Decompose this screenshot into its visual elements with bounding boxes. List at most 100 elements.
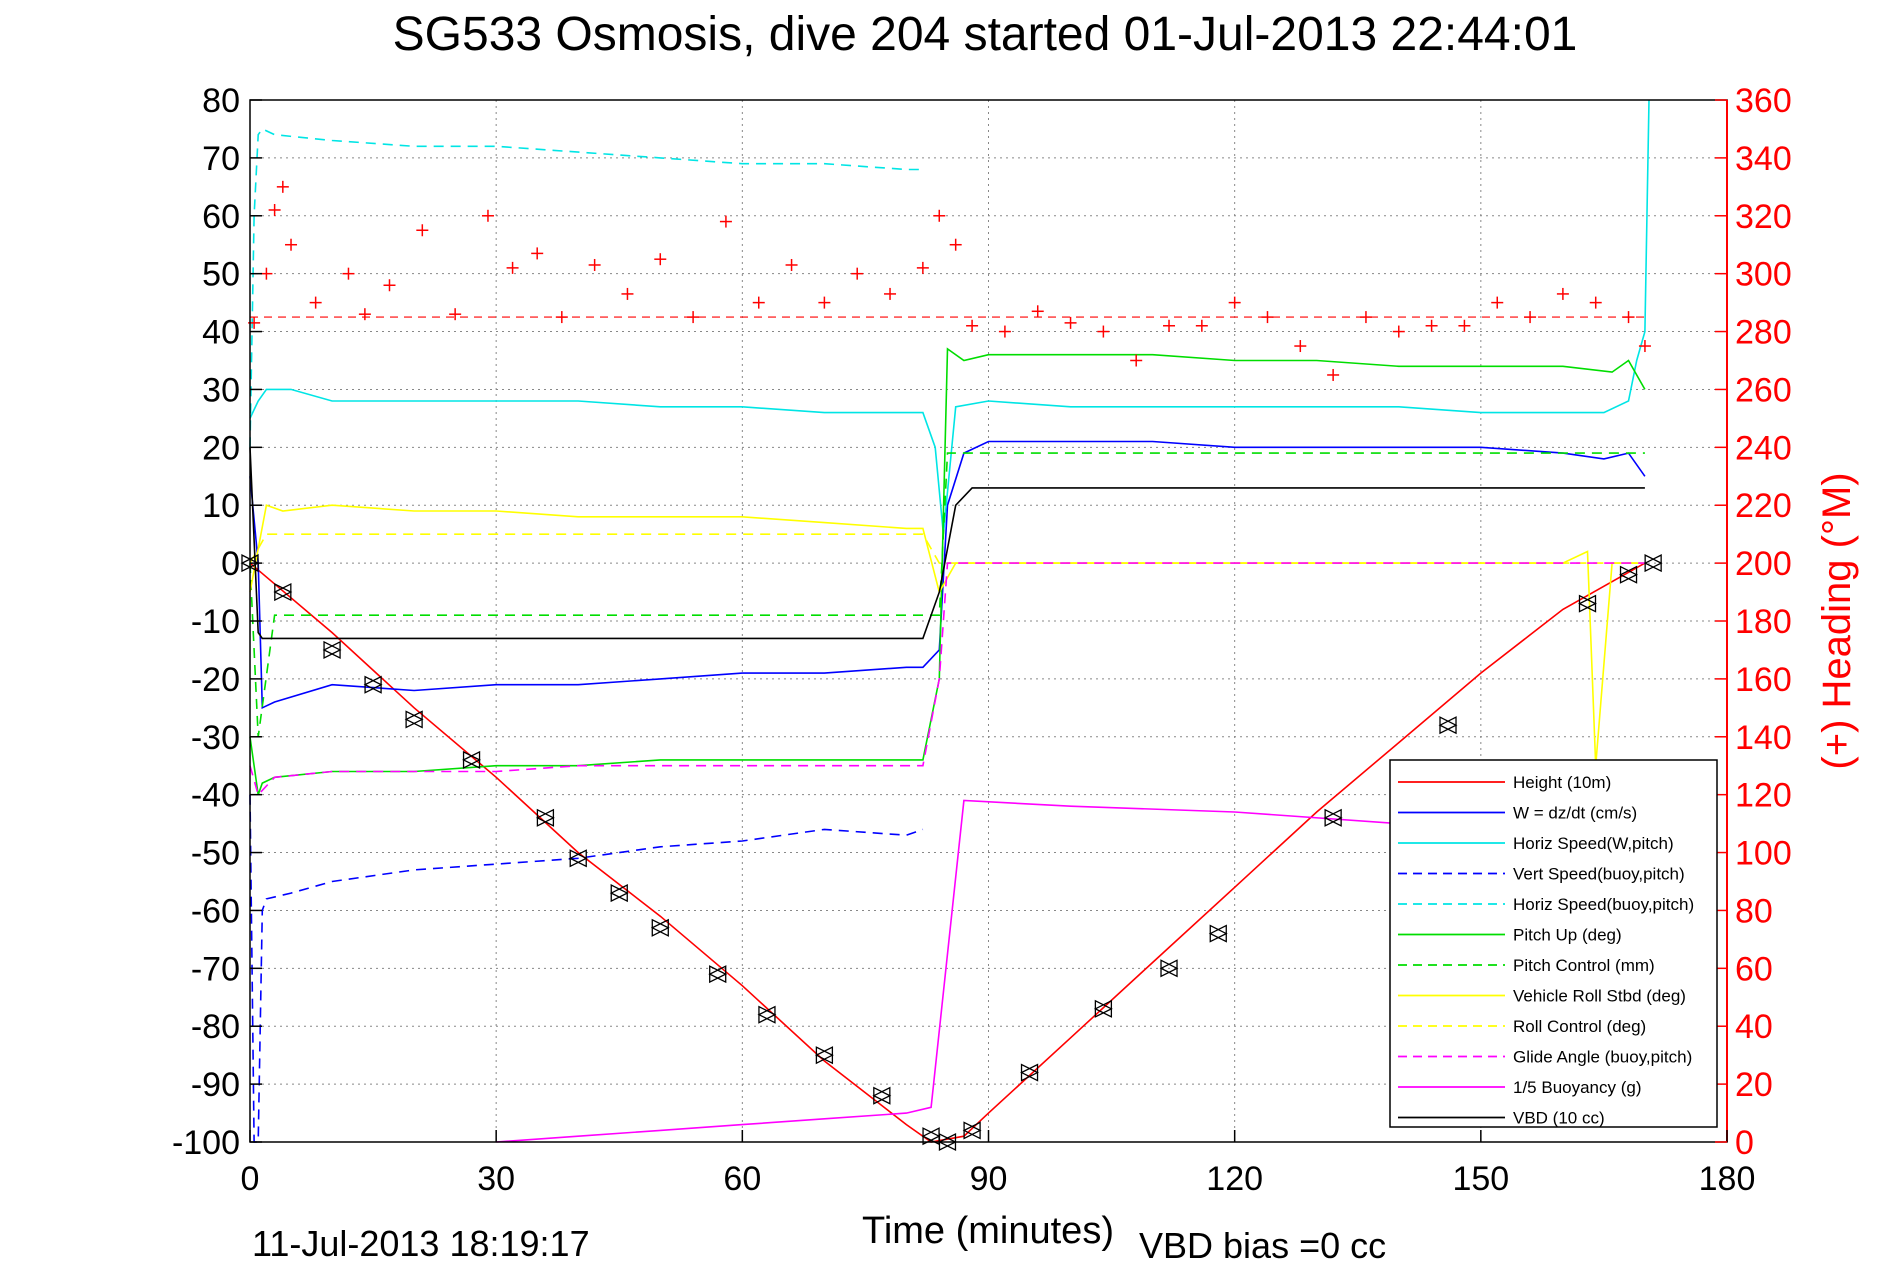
- legend-label: Roll Control (deg): [1513, 1017, 1646, 1036]
- heading-point: [268, 203, 281, 216]
- right-y-tick-label: 200: [1735, 545, 1792, 583]
- heading-point: [1228, 296, 1241, 309]
- right-y-tick-label: 40: [1735, 1008, 1773, 1046]
- right-y-tick-label: 220: [1735, 487, 1792, 525]
- depth-marker: [568, 849, 588, 868]
- right-y-tick-label: 60: [1735, 950, 1773, 988]
- y-tick-label: -10: [191, 603, 240, 641]
- legend-label: Vehicle Roll Stbd (deg): [1513, 987, 1686, 1006]
- right-y-tick-label: 80: [1735, 892, 1773, 930]
- legend-label: Horiz Speed(buoy,pitch): [1513, 895, 1694, 914]
- heading-point: [1130, 354, 1143, 367]
- right-y-tick-label: 320: [1735, 198, 1792, 236]
- depth-marker: [462, 750, 482, 769]
- heading-point: [621, 287, 634, 300]
- x-tick-label: 0: [241, 1160, 260, 1198]
- right-y-tick-label: 300: [1735, 256, 1792, 294]
- heading-point: [1524, 311, 1537, 324]
- x-tick-label: 30: [477, 1160, 515, 1198]
- right-y-tick-label: 240: [1735, 429, 1792, 467]
- heading-point: [276, 180, 289, 193]
- heading-point: [1458, 319, 1471, 332]
- heading-point: [555, 311, 568, 324]
- depth-marker: [1208, 924, 1228, 943]
- depth-marker: [1093, 999, 1113, 1018]
- heading-point: [1031, 305, 1044, 318]
- depth-marker: [757, 1005, 777, 1024]
- heading-point: [949, 238, 962, 251]
- heading-point: [687, 311, 700, 324]
- heading-point: [1622, 311, 1635, 324]
- heading-point: [966, 319, 979, 332]
- heading-point: [383, 279, 396, 292]
- depth-marker: [1159, 959, 1179, 978]
- depth-marker: [1020, 1063, 1039, 1082]
- y-tick-label: 60: [202, 198, 240, 236]
- footer-vbd-bias: VBD bias =0 cc: [1139, 1225, 1386, 1262]
- heading-point: [1064, 316, 1077, 329]
- heading-point: [1392, 325, 1405, 338]
- right-y-axis-label: (+) Heading (°M): [1815, 472, 1859, 769]
- heading-point: [588, 258, 601, 271]
- y-tick-label: 30: [202, 371, 240, 409]
- depth-marker: [1643, 554, 1663, 573]
- depth-marker: [363, 675, 383, 694]
- x-axis-ticks: 0 30 60 90 120 150 180: [241, 1130, 1756, 1198]
- depth-marker: [872, 1086, 892, 1105]
- right-y-tick-label: 340: [1735, 140, 1792, 178]
- series-layer: [249, 99, 1650, 1143]
- legend-label: VBD (10 cc): [1513, 1109, 1605, 1128]
- heading-point: [260, 267, 273, 280]
- depth-marker: [814, 1046, 834, 1065]
- heading-point: [1294, 340, 1307, 353]
- right-y-axis-ticks: 3603403203002802602402202001801601401201…: [1715, 82, 1792, 1162]
- y-tick-label: -60: [191, 892, 240, 930]
- x-tick-label: 150: [1452, 1160, 1509, 1198]
- depth-marker: [322, 640, 342, 659]
- heading-point: [416, 224, 429, 237]
- heading-point: [654, 253, 667, 266]
- right-y-tick-label: 20: [1735, 1066, 1773, 1104]
- y-tick-label: 20: [202, 429, 240, 467]
- heading-point: [818, 296, 831, 309]
- y-tick-label: -30: [191, 719, 240, 757]
- heading-point: [1163, 319, 1176, 332]
- y-tick-label: 0: [221, 545, 240, 583]
- heading-point: [1097, 325, 1110, 338]
- depth-marker: [535, 808, 555, 827]
- y-tick-label: 80: [202, 82, 240, 120]
- heading-point: [884, 287, 897, 300]
- chart-title: SG533 Osmosis, dive 204 started 01-Jul-2…: [393, 8, 1578, 61]
- y-tick-label: 10: [202, 487, 240, 525]
- x-tick-label: 60: [723, 1160, 761, 1198]
- heading-point: [1491, 296, 1504, 309]
- heading-point: [449, 308, 462, 321]
- y-tick-label: -80: [191, 1008, 240, 1046]
- legend-entries: Height (10m) W = dz/dt (cm/s) Horiz Speed(…: [1398, 773, 1694, 1128]
- y-tick-label: 50: [202, 256, 240, 294]
- heading-point: [531, 247, 544, 260]
- right-y-tick-label: 360: [1735, 82, 1792, 120]
- depth-marker: [273, 583, 293, 602]
- heading-point: [285, 238, 298, 251]
- depth-marker: [1578, 594, 1597, 613]
- heading-point: [1638, 340, 1651, 353]
- series-line: [249, 533, 1645, 564]
- legend-label: Horiz Speed(W,pitch): [1513, 834, 1674, 853]
- right-y-tick-label: 280: [1735, 314, 1792, 352]
- heading-point: [1425, 319, 1438, 332]
- legend-label: Pitch Control (mm): [1513, 956, 1655, 975]
- x-tick-label: 180: [1699, 1160, 1756, 1198]
- depth-marker: [1438, 716, 1458, 735]
- series-line: [249, 452, 1645, 737]
- legend-label: Pitch Up (deg): [1513, 926, 1622, 945]
- y-tick-label: -50: [191, 835, 240, 873]
- right-y-tick-label: 140: [1735, 719, 1792, 757]
- y-axis-ticks: 80 70 60 50 40 30 20 10 0 -10 -20 -30 -40 -50 -60 -70 -8…: [172, 82, 262, 1162]
- y-tick-label: -40: [191, 777, 240, 815]
- right-y-tick-label: 0: [1735, 1124, 1754, 1162]
- depth-marker: [708, 965, 728, 984]
- heading-point: [1556, 287, 1569, 300]
- series-line: [249, 794, 924, 1143]
